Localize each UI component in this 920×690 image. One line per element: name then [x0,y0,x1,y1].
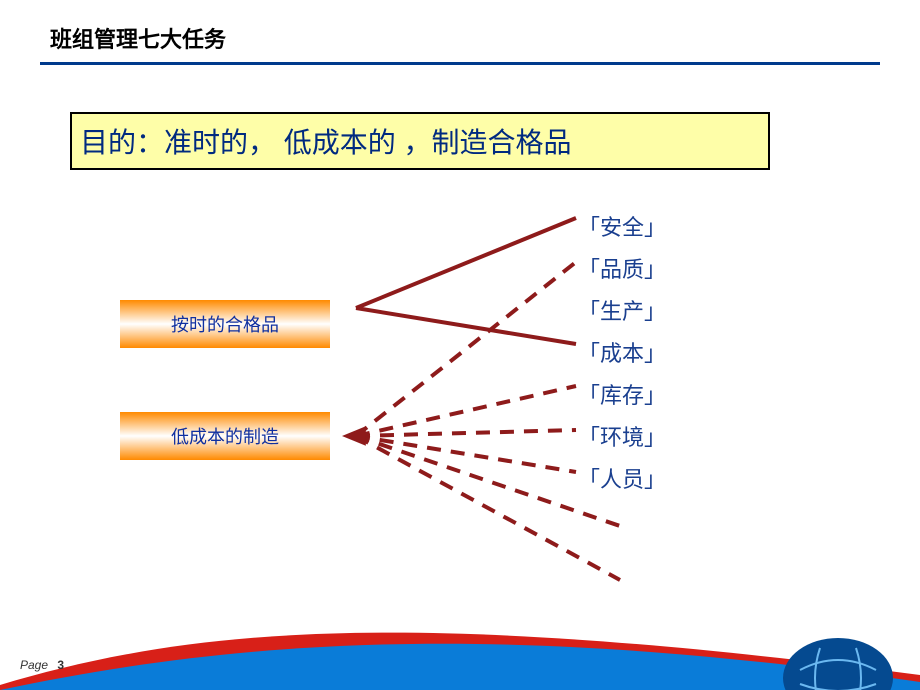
solid-connector [356,308,576,344]
page-word: Page [20,658,48,672]
arrowhead-icon [342,426,366,446]
objective-box: 目的：准时的， 低成本的 ，制造合格品 [70,112,770,170]
solid-connector [356,218,576,308]
category-quality: 「品质」 [578,252,666,284]
left-box-lowcost: 低成本的制造 [120,412,330,460]
footer-swoosh [0,570,920,690]
category-personnel: 「人员」 [578,462,666,494]
slide-title: 班组管理七大任务 [50,22,226,54]
left-box-qualified: 按时的合格品 [120,300,330,348]
slide: 班组管理七大任务 目的：准时的， 低成本的 ，制造合格品 按时的合格品 低成本的… [0,0,920,690]
objective-text: 目的：准时的， 低成本的 ，制造合格品 [80,121,572,161]
dashed-connector [356,436,576,472]
footer-globe-icon [783,638,893,690]
swoosh-red [0,633,920,690]
left-box-label: 低成本的制造 [171,423,279,449]
category-cost: 「成本」 [578,336,666,368]
title-underline [40,62,880,65]
swoosh-blue [0,644,920,690]
globe-line [856,648,861,690]
dashed-connector [356,262,576,436]
category-production: 「生产」 [578,294,666,326]
dashed-connector [356,386,576,436]
globe-line [800,684,876,690]
globe-line [800,660,876,670]
category-environment: 「环境」 [578,420,666,452]
page-number: 3 [57,658,64,672]
dashed-connector [356,436,620,580]
globe-line [815,648,820,690]
dashed-connector [356,430,576,436]
left-box-label: 按时的合格品 [171,311,279,337]
category-inventory: 「库存」 [578,378,666,410]
category-safety: 「安全」 [578,210,666,242]
page-label: Page 3 [20,658,64,672]
